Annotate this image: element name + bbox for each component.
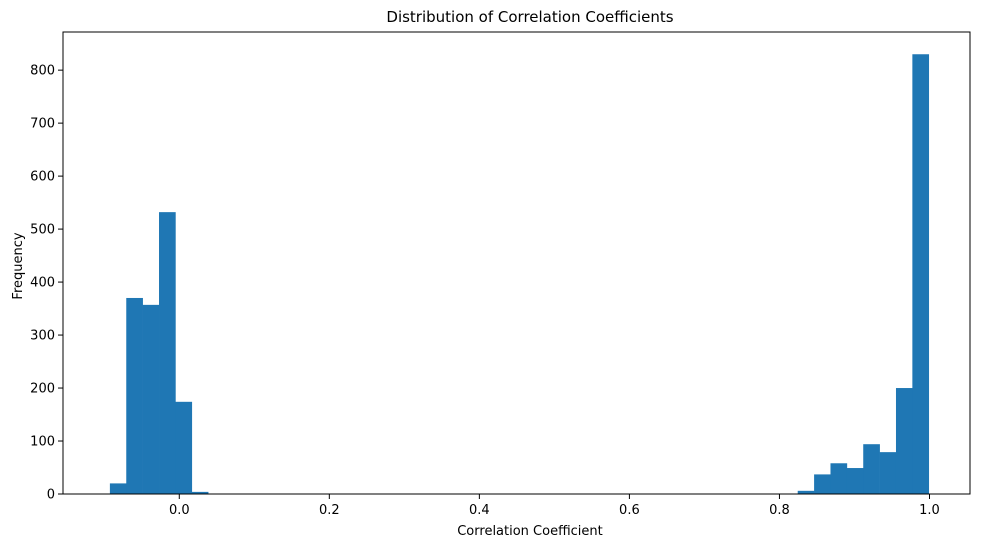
histogram-bar [142, 304, 160, 494]
histogram-bar [175, 401, 193, 494]
y-tick-label: 500 [30, 223, 55, 238]
histogram-bars [109, 54, 930, 494]
histogram-bar [814, 474, 831, 494]
y-tick-label: 0 [47, 488, 55, 503]
histogram-bar [895, 388, 913, 494]
plot-area-frame [62, 31, 971, 495]
x-tick-label: 0.0 [169, 503, 190, 518]
histogram-bar [797, 490, 815, 494]
x-tick-label: 1.0 [919, 503, 940, 518]
histogram-bar [863, 444, 880, 494]
chart-title: Distribution of Correlation Coefficients [386, 8, 673, 26]
y-tick-label: 600 [30, 170, 55, 185]
histogram-bar [879, 452, 897, 494]
histogram-bar [846, 468, 864, 494]
histogram-bar [830, 463, 848, 494]
histogram-bar [912, 54, 930, 494]
x-axis-label: Correlation Coefficient [457, 524, 603, 539]
x-tick-label: 0.2 [319, 503, 340, 518]
y-tick-label: 100 [30, 435, 55, 450]
histogram-bar [109, 483, 127, 494]
histogram-bar [159, 212, 176, 494]
y-axis: 0 100 200 300 400 500 600 700 800 [30, 64, 63, 503]
y-tick-label: 200 [30, 382, 55, 397]
x-axis: 0.0 0.2 0.4 0.6 0.8 1.0 [169, 494, 940, 518]
x-tick-label: 0.6 [619, 503, 640, 518]
y-tick-label: 300 [30, 329, 55, 344]
histogram-bar [191, 491, 209, 494]
y-tick-label: 800 [30, 64, 55, 79]
x-tick-label: 0.8 [769, 503, 790, 518]
y-axis-label: Frequency [11, 232, 26, 299]
y-tick-label: 700 [30, 117, 55, 132]
histogram-bar [126, 297, 143, 494]
x-tick-label: 0.4 [469, 503, 490, 518]
y-tick-label: 400 [30, 276, 55, 291]
